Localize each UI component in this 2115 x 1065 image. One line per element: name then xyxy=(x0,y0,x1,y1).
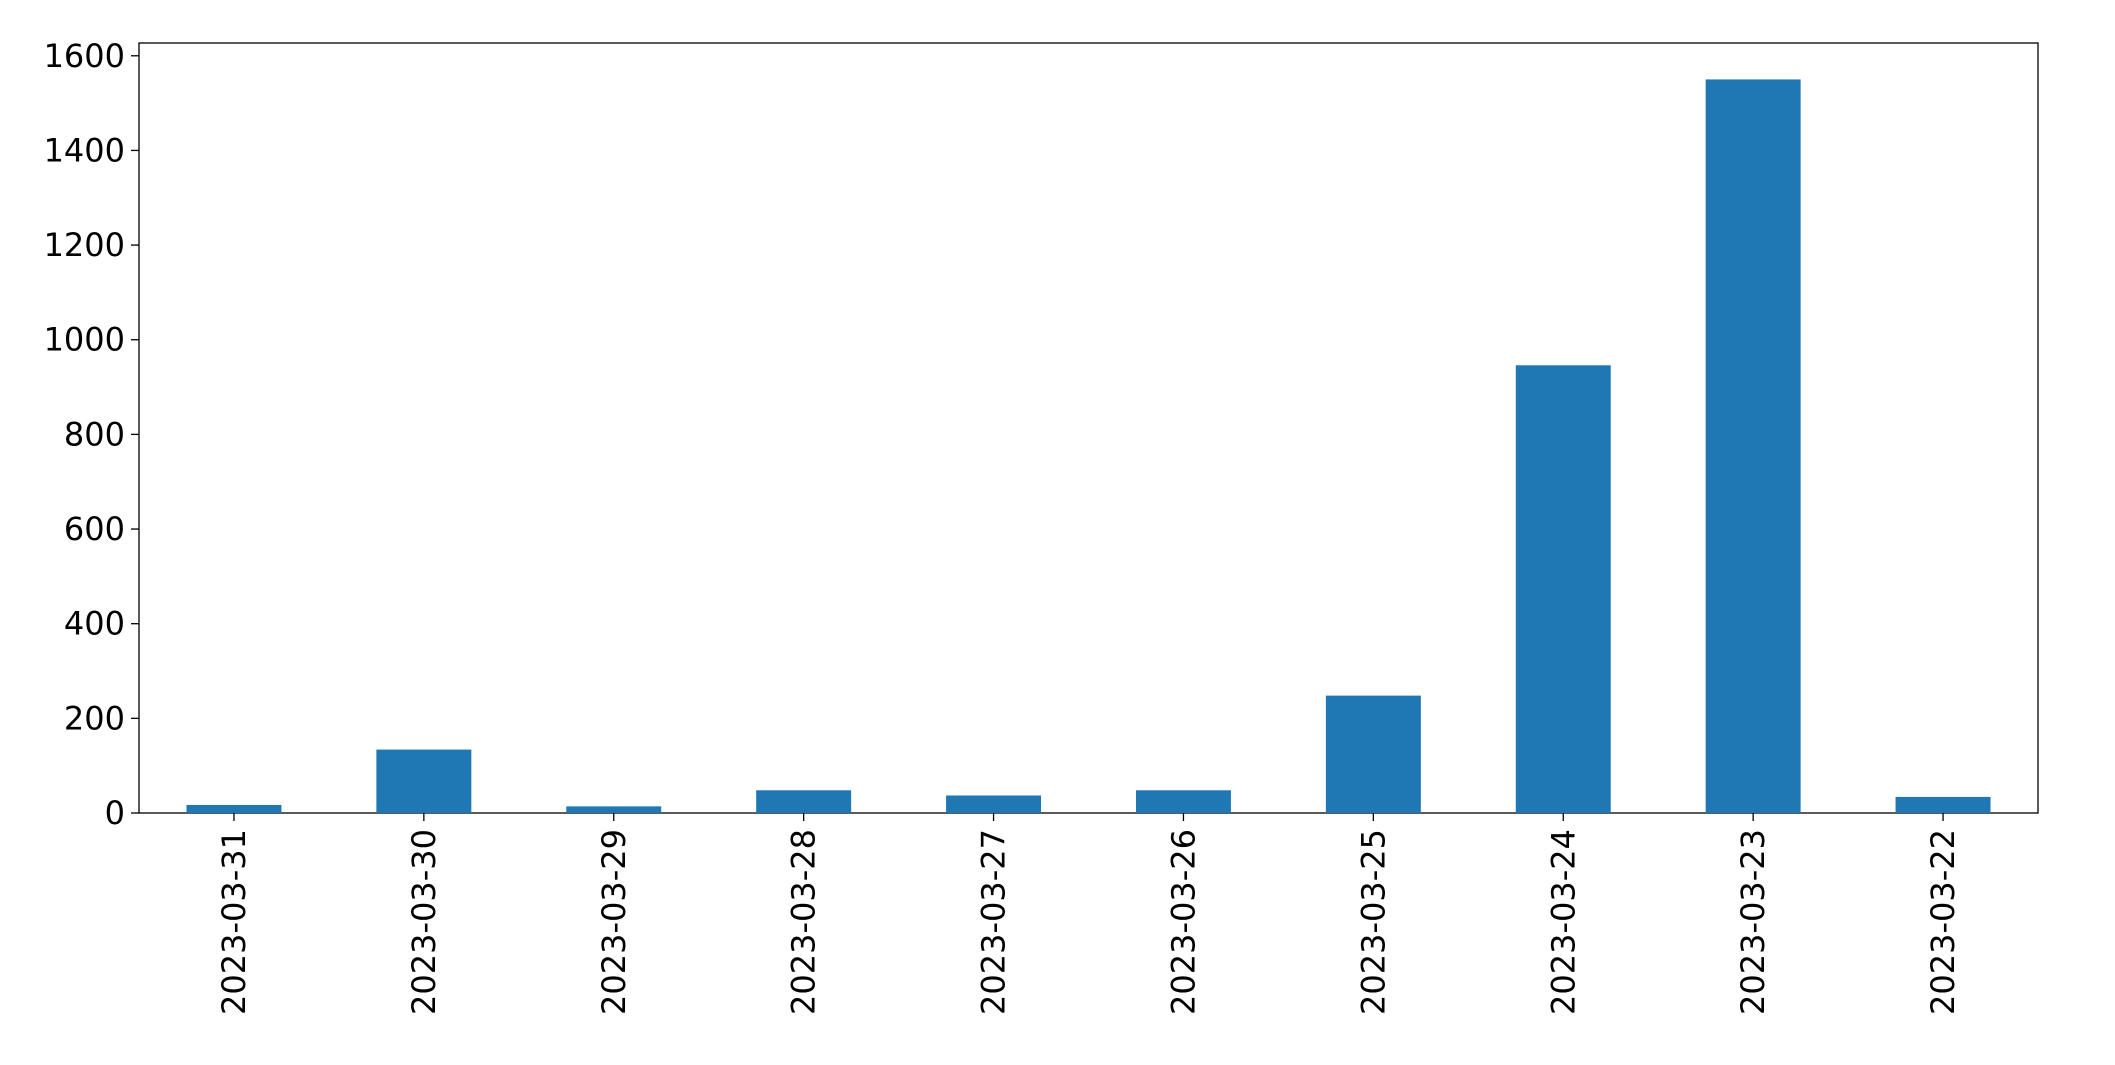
y-tick-label: 1000 xyxy=(44,321,125,359)
x-tick-label: 2023-03-31 xyxy=(215,829,253,1015)
plot-frame xyxy=(138,42,2039,814)
x-tick-label: 2023-03-27 xyxy=(975,829,1013,1015)
bar xyxy=(756,790,852,813)
y-tick-label: 200 xyxy=(64,699,125,737)
x-tick-label: 2023-03-24 xyxy=(1544,829,1582,1015)
bar xyxy=(1515,365,1611,813)
x-tick-label: 2023-03-26 xyxy=(1164,829,1202,1015)
x-tick-label: 2023-03-28 xyxy=(785,829,823,1015)
y-tick-label: 400 xyxy=(64,605,125,643)
bar xyxy=(566,806,662,813)
y-tick-label: 1400 xyxy=(44,131,125,169)
bar xyxy=(186,804,282,813)
y-tick-label: 1600 xyxy=(44,37,125,75)
x-tick-label: 2023-03-30 xyxy=(405,829,443,1015)
x-tick-label: 2023-03-23 xyxy=(1734,829,1772,1015)
x-tick-label: 2023-03-29 xyxy=(595,829,633,1015)
y-tick-label: 800 xyxy=(64,415,125,453)
x-tick-label: 2023-03-25 xyxy=(1354,829,1392,1015)
bar xyxy=(946,795,1042,813)
bar xyxy=(1895,796,1991,813)
y-tick-label: 1200 xyxy=(44,226,125,264)
y-tick-label: 600 xyxy=(64,510,125,548)
bar xyxy=(1135,790,1231,813)
x-tick-label: 2023-03-22 xyxy=(1924,829,1962,1015)
bar xyxy=(1325,695,1421,813)
bar xyxy=(1705,79,1801,814)
bar xyxy=(376,749,472,813)
y-tick-label: 0 xyxy=(105,794,125,832)
